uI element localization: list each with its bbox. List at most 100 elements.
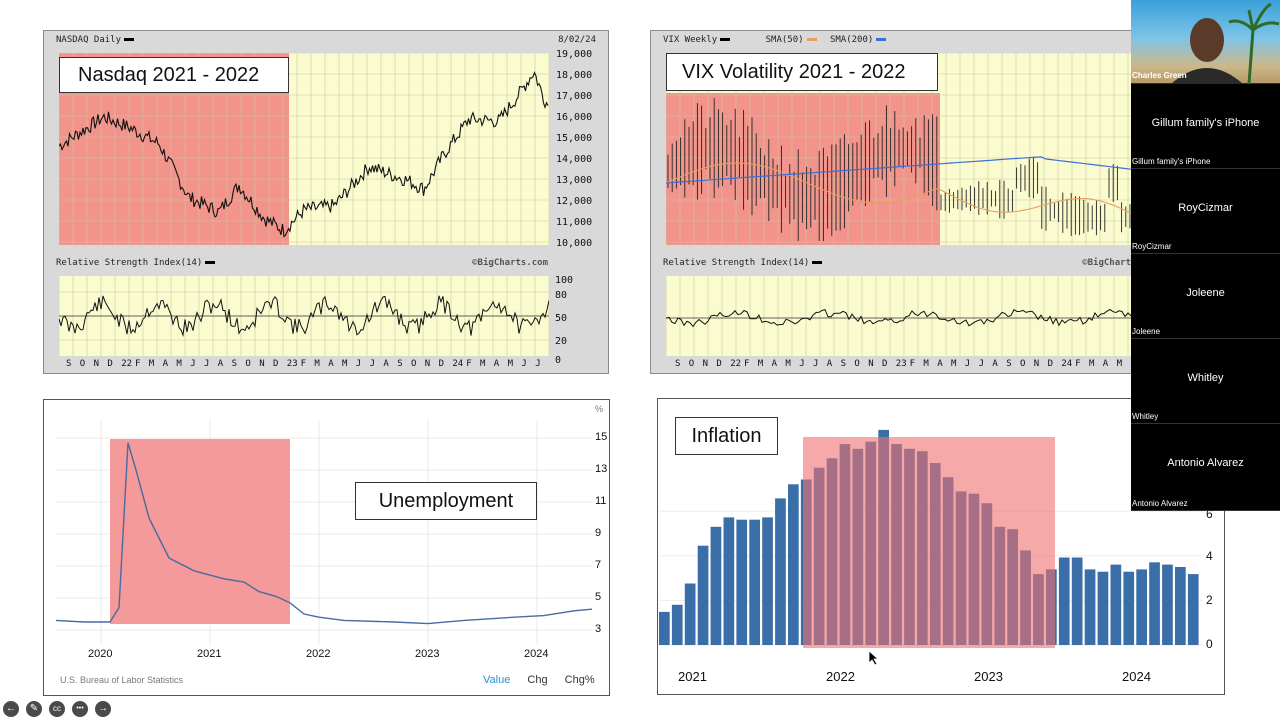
nasdaq-rsi-tick: 100 <box>555 275 574 286</box>
unemployment-x-tick: 2021 <box>197 648 222 660</box>
inflation-bar <box>788 484 799 645</box>
unemployment-x-tick: 2022 <box>306 648 331 660</box>
nasdaq-x-tick: M <box>342 359 348 369</box>
nasdaq-x-tick: A <box>383 359 389 369</box>
nasdaq-x-tick: M <box>480 359 486 369</box>
vix-x-tick: D <box>882 359 888 369</box>
participant-name: Charles Green <box>1132 71 1187 80</box>
nasdaq-header-date: 8/02/24 <box>558 35 596 45</box>
unemployment-source: U.S. Bureau of Labor Statistics <box>60 675 184 685</box>
participant-tile-whitley[interactable]: Whitley Whitley <box>1131 340 1280 424</box>
inflation-bar <box>1123 571 1135 645</box>
inflation-bar <box>684 583 696 645</box>
nasdaq-x-tick: 23 <box>286 359 298 369</box>
nasdaq-watermark: ©BigCharts.com <box>472 258 548 268</box>
nasdaq-y-tick: 17,000 <box>556 91 593 102</box>
vix-x-tick: O <box>854 359 860 369</box>
vix-highlight-2021-2022 <box>666 93 940 245</box>
tab-chg-percent[interactable]: Chg% <box>564 674 595 686</box>
participant-display-name: RoyCizmar <box>1178 202 1233 214</box>
vix-x-tick: N <box>702 359 709 369</box>
captions-icon[interactable]: cc <box>49 701 65 717</box>
unemployment-chart-panel: % 15 13 11 9 7 5 3 2020 2021 2022 2023 2024 U.S. B… <box>43 399 610 696</box>
participant-display-name: Joleene <box>1186 287 1225 299</box>
inflation-highlight <box>803 437 1055 648</box>
vix-rsi-line <box>666 308 1135 328</box>
vix-x-tick: M <box>951 359 957 369</box>
vix-watermark: ©BigChart <box>1082 258 1131 268</box>
nasdaq-y-tick: 11,000 <box>556 217 593 228</box>
nasdaq-x-tick: J <box>355 359 362 369</box>
participant-tile-joleene[interactable]: Joleene Joleene <box>1131 255 1280 339</box>
inflation-bar <box>1110 564 1122 645</box>
inflation-bar <box>710 526 722 645</box>
unemployment-y-tick: 3 <box>595 623 602 635</box>
nasdaq-x-tick: D <box>273 359 279 369</box>
mouse-cursor-icon <box>868 650 880 666</box>
vix-x-tick: M <box>1089 359 1095 369</box>
more-icon[interactable]: ••• <box>72 701 88 717</box>
vix-rsi-plot <box>666 276 1136 356</box>
vix-sma50-swatch <box>806 38 817 41</box>
nasdaq-x-tick: S <box>66 359 72 369</box>
unemployment-y-tick: 9 <box>595 527 602 539</box>
nasdaq-x-tick: M <box>507 359 514 369</box>
nasdaq-rsi-tick: 0 <box>555 355 562 366</box>
pen-icon[interactable]: ✎ <box>26 701 42 717</box>
nasdaq-y-tick: 10,000 <box>556 238 593 249</box>
nasdaq-rsi-swatch <box>205 261 216 264</box>
nasdaq-rsi-tick: 20 <box>555 336 568 347</box>
inflation-y-tick: 6 <box>1206 507 1213 521</box>
inflation-bar <box>1097 571 1109 645</box>
nasdaq-price-line <box>59 71 549 238</box>
nasdaq-callout: Nasdaq 2021 - 2022 <box>59 57 289 93</box>
inflation-bar <box>1175 567 1186 645</box>
vix-x-tick: F <box>1075 359 1081 369</box>
nasdaq-x-tick: A <box>493 359 500 369</box>
nasdaq-rsi-tick: 50 <box>555 313 568 324</box>
nasdaq-x-tick: F <box>135 359 141 369</box>
vix-x-tick: S <box>675 359 681 369</box>
vix-x-tick: M <box>757 359 764 369</box>
nasdaq-x-tick: O <box>79 359 86 369</box>
tab-chg[interactable]: Chg <box>527 674 548 686</box>
nasdaq-x-tick: M <box>176 359 182 369</box>
nasdaq-rsi-line <box>59 295 549 337</box>
nasdaq-x-tick: A <box>217 359 224 369</box>
nasdaq-x-tick: O <box>411 359 417 369</box>
vix-x-tick: F <box>744 359 750 369</box>
participant-tile-roycizmar[interactable]: RoyCizmar RoyCizmar <box>1131 170 1280 254</box>
vix-rsi-swatch <box>812 261 823 264</box>
unemployment-line <box>55 442 593 625</box>
nasdaq-x-tick: D <box>438 359 445 369</box>
unemployment-y-tick: 15 <box>595 431 608 443</box>
vix-x-tick: A <box>771 359 778 369</box>
vix-x-tick: A <box>937 359 943 369</box>
nasdaq-x-tick: N <box>424 359 431 369</box>
vix-x-tick: M <box>923 359 929 369</box>
participant-tile-charles-green[interactable]: Charles Green <box>1131 0 1280 84</box>
nasdaq-y-tick: 19,000 <box>556 49 593 60</box>
vix-header-title: VIX Weekly <box>663 35 718 45</box>
inflation-bar <box>736 519 748 645</box>
vix-x-tick: 22 <box>730 359 742 369</box>
unemployment-callout: Unemployment <box>355 482 537 520</box>
tab-value[interactable]: Value <box>483 674 511 686</box>
inflation-bar <box>1149 562 1160 645</box>
nasdaq-x-tick: J <box>535 359 541 369</box>
nasdaq-x-tick: J <box>190 359 196 369</box>
nasdaq-x-tick: F <box>466 359 472 369</box>
nasdaq-rsi-plot <box>59 276 549 356</box>
nasdaq-y-tick: 14,000 <box>556 154 593 165</box>
participant-name: Gillum family's iPhone <box>1132 157 1211 166</box>
nasdaq-x-tick: A <box>328 359 334 369</box>
forward-icon[interactable]: → <box>95 701 111 717</box>
vix-x-tick: 24 <box>1061 359 1073 369</box>
inflation-bar <box>1136 569 1147 645</box>
vix-legend-swatch <box>720 38 731 41</box>
inflation-y-tick: 4 <box>1206 549 1213 563</box>
participant-tile-gillum-iphone[interactable]: Gillum family's iPhone Gillum family's i… <box>1131 85 1280 169</box>
unemployment-unit: % <box>595 404 604 414</box>
back-icon[interactable]: ← <box>3 701 19 717</box>
participant-tile-antonio-alvarez[interactable]: Antonio Alvarez Antonio Alvarez <box>1131 425 1280 511</box>
